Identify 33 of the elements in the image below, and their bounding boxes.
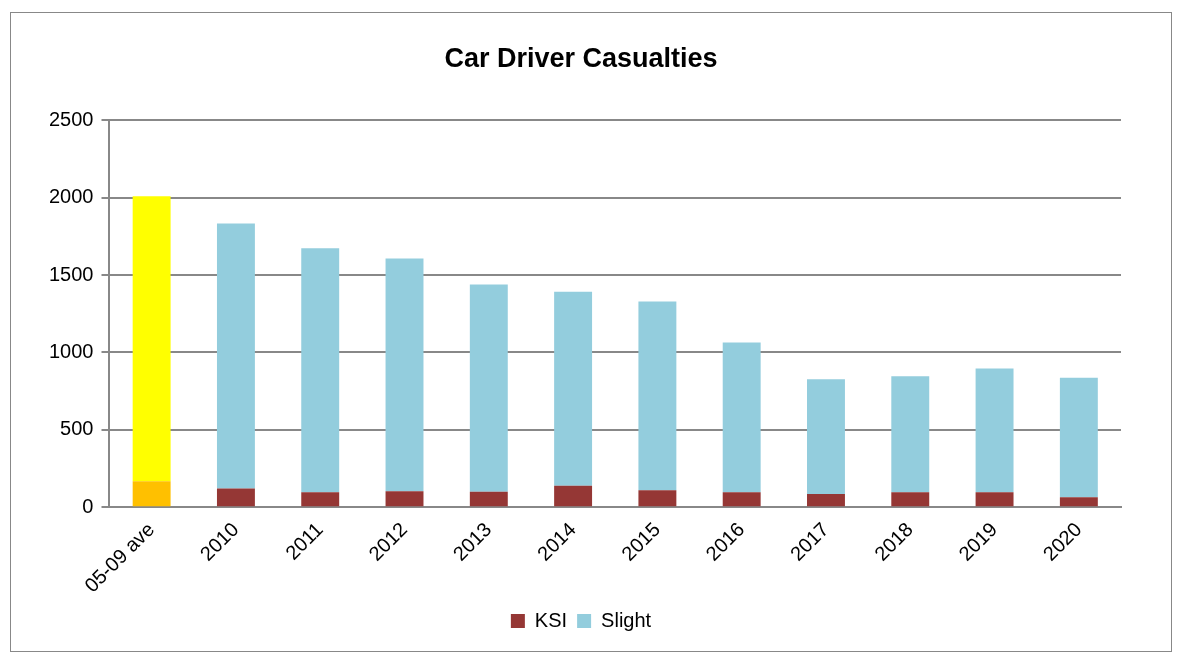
bar (807, 493, 845, 507)
y-tick-label: 1000 (48, 339, 94, 362)
bar (385, 491, 424, 507)
bar (385, 258, 424, 492)
bar (301, 492, 340, 507)
y-tick-label: 500 (60, 417, 94, 440)
bar (638, 301, 677, 491)
bar (891, 492, 930, 507)
bar (132, 196, 171, 482)
chart-title: Car Driver Casualties (444, 42, 718, 73)
bar (722, 342, 761, 493)
bar (975, 368, 1014, 493)
bar (216, 488, 255, 507)
bar (638, 490, 677, 507)
legend-label: KSI (534, 608, 568, 631)
bar (891, 376, 930, 493)
bar (216, 223, 255, 489)
y-tick-label: 1500 (48, 262, 94, 285)
bar (301, 248, 340, 493)
bar (469, 491, 508, 507)
y-tick-label: 2000 (48, 185, 94, 208)
bar (554, 291, 593, 486)
bar (807, 379, 845, 494)
legend-label: Slight (601, 608, 652, 631)
bar (722, 492, 761, 507)
bar (554, 485, 593, 507)
bar (132, 481, 171, 507)
bar (1059, 377, 1098, 498)
bar (975, 492, 1014, 507)
y-tick-label: 2500 (48, 107, 94, 130)
y-tick-label: 0 (82, 494, 94, 517)
bar (1059, 497, 1098, 507)
bar (469, 284, 508, 492)
